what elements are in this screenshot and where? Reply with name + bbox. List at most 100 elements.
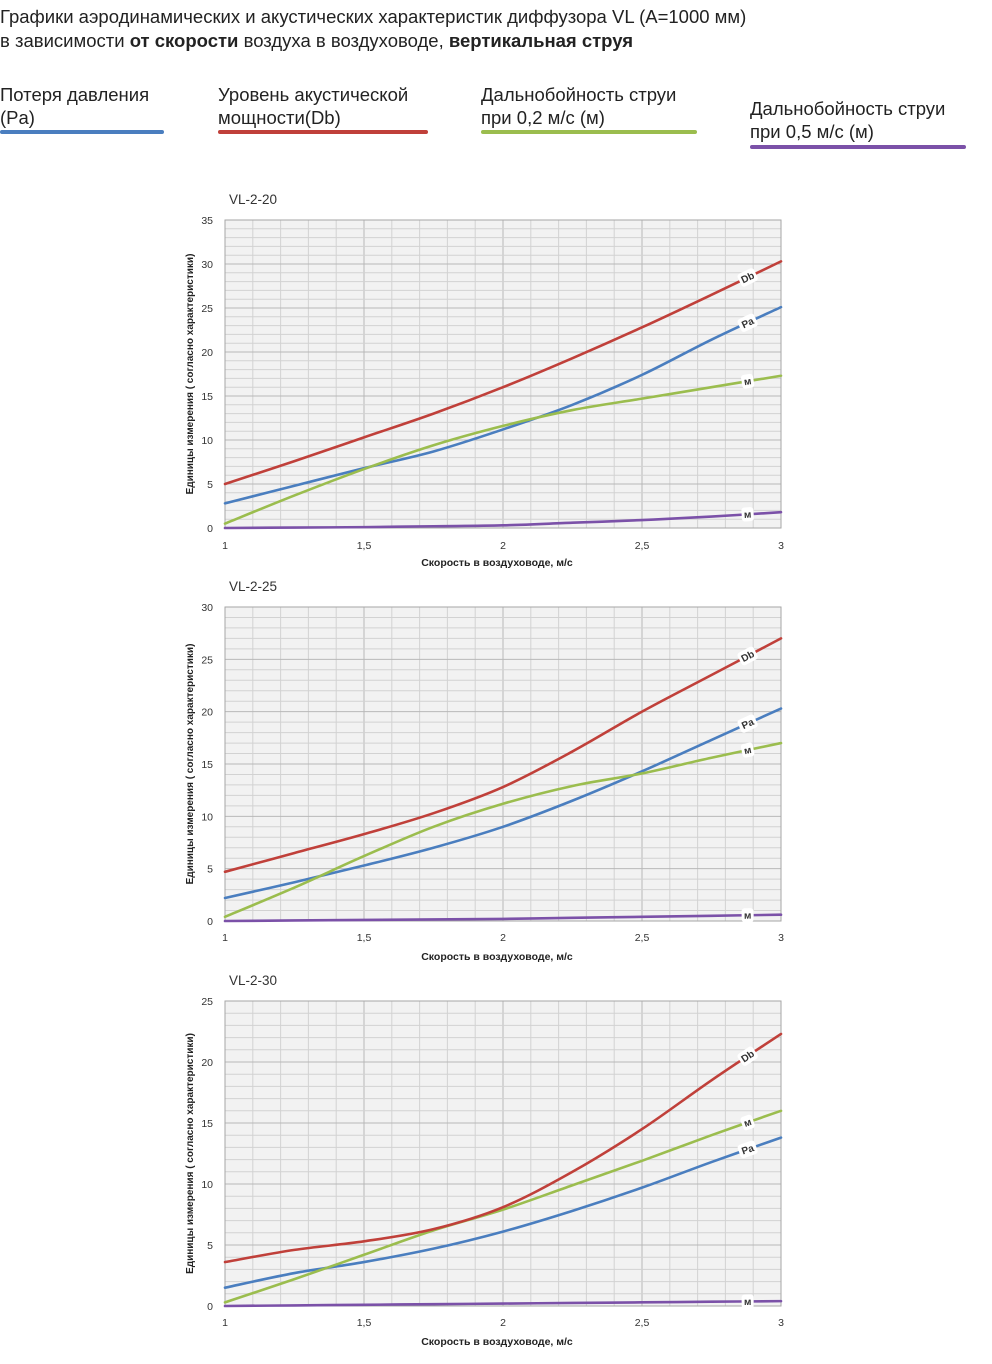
page-title: Графики аэродинамических и акустических …	[0, 5, 990, 53]
y-tick-label: 5	[207, 864, 213, 876]
x-tick-label: 1	[222, 932, 228, 944]
series-label-bg	[737, 1046, 758, 1066]
series-line-db	[223, 1032, 783, 1264]
chart-vl-2-20: VL-2-20 0 5 10 15 20 25 30 35 1 1,5 2 2,5 3 Скорость в…	[185, 192, 784, 569]
title-text: в зависимости	[0, 30, 130, 51]
y-tick-label: 0	[207, 916, 213, 928]
legend-item-range-02: Дальнобойность струи при 0,2 м/с (м)	[481, 83, 676, 129]
legend-label-line1: Уровень акустической	[218, 84, 409, 105]
x-tick-label: 2,5	[635, 540, 650, 552]
title-line-2: в зависимости от скорости воздуха в возд…	[0, 29, 990, 53]
y-tick-label: 20	[201, 347, 213, 359]
x-axis-label: Скорость в воздуховоде, м/с	[421, 557, 573, 569]
x-tick-label: 3	[778, 932, 784, 944]
series-label-group: м	[740, 1114, 755, 1131]
x-tick-label: 1,5	[357, 932, 372, 944]
series-label-group: м	[741, 1294, 754, 1309]
series-label-bg	[737, 714, 758, 733]
legend-swatch-acoustic	[218, 130, 428, 134]
y-tick-label: 20	[201, 707, 213, 719]
series-label-bg	[741, 908, 754, 923]
series-label-db: Db	[740, 270, 757, 286]
series-label-bg	[737, 1140, 758, 1159]
series-label-bg	[741, 1294, 754, 1309]
x-tick-label: 1	[222, 1317, 228, 1329]
series-label-bg	[741, 507, 754, 522]
series-label-v02: м	[743, 745, 753, 757]
series-label-pa: Pa	[740, 316, 756, 331]
series-line-v02	[223, 741, 783, 919]
series-label-v05: м	[744, 510, 752, 521]
title-bold-speed: от скорости	[129, 30, 239, 51]
series-label-group: Db	[737, 1046, 758, 1066]
series-line-db	[223, 260, 783, 486]
title-text: воздуха в воздуховоде,	[238, 30, 449, 51]
series-line-v02	[223, 1109, 783, 1304]
series-label-bg	[737, 646, 758, 666]
series-label-bg	[740, 1114, 755, 1131]
x-tick-label: 2	[500, 932, 506, 944]
series-line-pa	[223, 305, 783, 505]
legend-label-line1: Дальнобойность струи	[481, 84, 677, 105]
series-label-group: Pa	[737, 1140, 758, 1159]
series-label-v02: м	[743, 376, 752, 388]
series-label-v05: м	[744, 911, 752, 922]
x-axis-label: Скорость в воздуховоде, м/с	[421, 1336, 573, 1348]
series-label-group: Db	[737, 268, 758, 287]
chart-title: VL-2-30	[229, 973, 277, 988]
y-tick-label: 30	[201, 602, 213, 614]
y-tick-label: 25	[201, 996, 213, 1008]
x-tick-label: 1,5	[357, 1317, 372, 1329]
series-line-v02	[223, 374, 783, 525]
legend-item-acoustic: Уровень акустической мощности(Db)	[218, 83, 408, 129]
y-axis-label: Единицы измерения ( согласно характерист…	[185, 1033, 196, 1274]
series-label-pa: Pa	[740, 1143, 756, 1158]
x-tick-label: 3	[778, 540, 784, 552]
plot-frame	[224, 606, 782, 922]
x-tick-label: 2,5	[635, 932, 650, 944]
y-tick-label: 5	[207, 479, 213, 491]
y-tick-label: 15	[201, 1118, 213, 1130]
y-tick-label: 5	[207, 1240, 213, 1252]
legend-label-line2: мощности(Db)	[218, 107, 341, 128]
y-tick-label: 20	[201, 1057, 213, 1069]
series-label-group: Db	[737, 646, 758, 666]
x-tick-label: 3	[778, 1317, 784, 1329]
y-tick-label: 10	[201, 435, 213, 447]
title-bold-vertical: вертикальная струя	[448, 30, 634, 51]
y-axis-label: Единицы измерения ( согласно характерист…	[185, 254, 196, 495]
series-label-bg	[737, 313, 758, 332]
series-line-v05	[223, 1299, 783, 1308]
x-tick-label: 2,5	[635, 1317, 650, 1329]
legend-label-line1: Дальнобойность струи	[750, 98, 946, 119]
legend-swatch-pressure	[0, 130, 164, 134]
series-label-group: м	[741, 373, 755, 389]
legend-item-pressure: Потеря давления (Pa)	[0, 83, 149, 129]
title-line-1: Графики аэродинамических и акустических …	[0, 6, 747, 27]
legend-swatch-range-02	[481, 130, 697, 134]
series-line-v05	[223, 913, 783, 923]
y-tick-label: 25	[201, 303, 213, 315]
series-label-group: Pa	[737, 313, 758, 332]
y-tick-label: 0	[207, 1301, 213, 1313]
y-tick-label: 15	[201, 391, 213, 403]
x-tick-label: 1	[222, 540, 228, 552]
series-label-bg	[737, 268, 758, 287]
plot-frame	[224, 219, 782, 529]
x-tick-label: 2	[500, 1317, 506, 1329]
series-label-v02: м	[743, 1117, 754, 1130]
series-line-db	[223, 637, 783, 874]
series-label-bg	[741, 373, 755, 389]
y-tick-label: 10	[201, 811, 213, 823]
chart-vl-2-30: VL-2-30 0 5 10 15 20 25 1 1,5 2 2,5 3 Скорость в воз…	[185, 973, 784, 1348]
series-label-bg	[740, 742, 755, 758]
y-tick-label: 30	[201, 259, 213, 271]
x-axis-label: Скорость в воздуховоде, м/с	[421, 951, 573, 963]
x-tick-label: 2	[500, 540, 506, 552]
legend-label-line2: при 0,2 м/с (м)	[481, 107, 605, 128]
chart-title: VL-2-20	[229, 192, 277, 207]
series-label-group: м	[740, 742, 755, 758]
series-line-v05	[223, 510, 783, 530]
series-label-v05: м	[744, 1297, 752, 1308]
y-tick-label: 25	[201, 654, 213, 666]
